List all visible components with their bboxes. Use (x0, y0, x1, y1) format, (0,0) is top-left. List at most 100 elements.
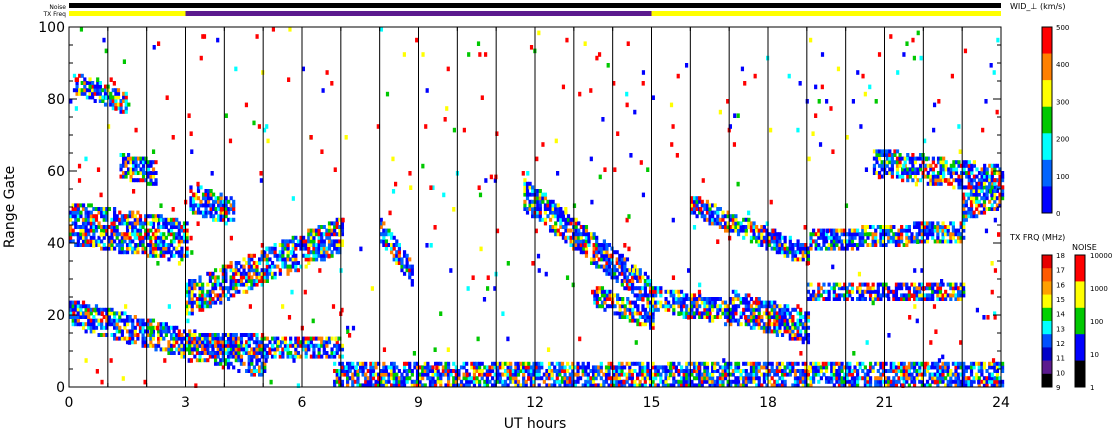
echo-cell (307, 257, 311, 262)
echo-cell (536, 210, 540, 215)
echo-cell (206, 192, 211, 197)
echo-cell (837, 379, 842, 384)
echo-cell (786, 304, 790, 309)
echo-cell (309, 257, 313, 262)
echo-cell (604, 372, 609, 377)
echo-cell (185, 250, 189, 255)
echo-cell (621, 300, 625, 305)
echo-cell (773, 379, 777, 384)
echo-cell (322, 243, 326, 247)
echo-cell (475, 376, 479, 381)
echo-cell (141, 163, 146, 168)
echo-cell (193, 354, 197, 359)
echo-cell (949, 232, 953, 237)
echo-cell (757, 232, 761, 237)
echo-cell (938, 376, 943, 381)
echo-cell (330, 228, 334, 233)
echo-cell (638, 369, 642, 373)
echo-cell (69, 304, 73, 309)
echo-cell (692, 365, 697, 370)
echo-cell (956, 365, 961, 370)
echo-cell (856, 232, 860, 237)
echo-cell (674, 365, 678, 370)
echo-cell (340, 379, 345, 384)
echo-cell (335, 369, 339, 373)
echo-cell (705, 304, 710, 309)
echo-cell (887, 369, 891, 373)
echo-cell (72, 88, 77, 93)
echo-cell (107, 307, 112, 312)
echo-cell (742, 311, 746, 316)
echo-cell (959, 232, 963, 237)
echo-cell (592, 243, 596, 247)
echo-cell (835, 232, 839, 237)
echo-cell (371, 383, 376, 388)
echo-cell (631, 300, 635, 305)
echo-cell (692, 361, 697, 366)
echo-cell (490, 369, 495, 373)
echo-cell (897, 297, 901, 301)
echo-cell (237, 354, 241, 359)
echo-cell (444, 361, 448, 366)
echo-cell (718, 221, 722, 226)
echo-cell (87, 315, 91, 319)
echo-cell (196, 207, 201, 211)
echo-cell (819, 286, 823, 291)
echo-cell (700, 210, 704, 215)
echo-cell (379, 232, 383, 237)
echo-cell (765, 239, 769, 244)
echo-cell (371, 369, 376, 373)
echo-cell (273, 271, 277, 276)
echo-cell (589, 235, 594, 240)
echo-cell (916, 178, 920, 183)
echo-cell (364, 372, 368, 377)
echo-cell (832, 289, 836, 294)
echo-cell (260, 351, 264, 355)
echo-cell (856, 243, 860, 247)
echo-cell (289, 351, 293, 355)
echo-cell (755, 383, 759, 388)
echo-cell (92, 235, 96, 240)
echo-cell (390, 246, 394, 251)
echo-cell (177, 225, 181, 229)
echo-cell (651, 293, 655, 298)
echo-cell (286, 271, 290, 276)
echo-cell (159, 347, 163, 352)
echo-cell (959, 174, 964, 179)
echo-cell (574, 235, 578, 240)
echo-cell (89, 243, 93, 247)
echo-cell (169, 225, 174, 229)
echo-cell (79, 322, 83, 327)
echo-cell (636, 286, 640, 291)
echo-cell (633, 318, 637, 323)
echo-cell (226, 354, 231, 359)
echo-cell (74, 304, 78, 309)
echo-cell (591, 372, 596, 377)
echo-cell (252, 253, 256, 258)
echo-cell (760, 383, 764, 388)
echo-cell (700, 300, 704, 305)
echo-cell (119, 163, 123, 168)
echo-cell (457, 376, 461, 381)
echo-cell (918, 239, 922, 244)
echo-cell (830, 243, 834, 247)
echo-cell (503, 361, 508, 366)
echo-cell (773, 246, 777, 251)
echo-cell (400, 257, 404, 262)
echo-cell (788, 369, 792, 373)
echo-cell (159, 232, 163, 237)
echo-cell (110, 311, 114, 316)
echo-cell (333, 379, 337, 384)
echo-cell (843, 282, 847, 287)
echo-cell (382, 383, 386, 388)
echo-cell (232, 282, 236, 287)
echo-cell (242, 268, 246, 273)
echo-cell (322, 246, 326, 251)
echo-cell (739, 228, 743, 233)
echo-cell (343, 369, 347, 373)
echo-cell (786, 253, 790, 258)
echo-cell (263, 253, 267, 258)
echo-cell (931, 225, 935, 229)
echo-cell (850, 372, 855, 377)
echo-cell (731, 304, 735, 309)
